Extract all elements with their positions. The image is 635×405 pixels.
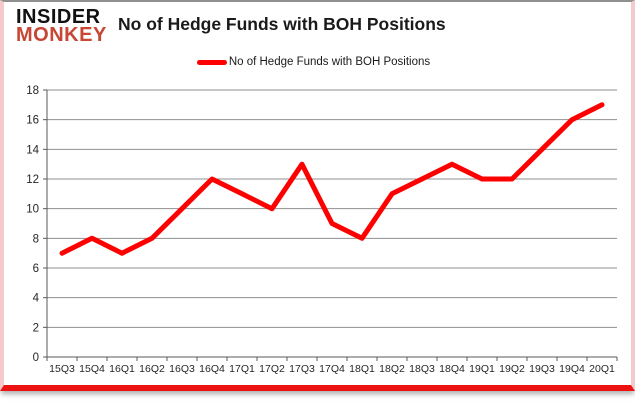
x-tick-label: 16Q2 — [139, 363, 165, 375]
legend-line-swatch — [196, 59, 227, 65]
y-tick-label: 12 — [26, 174, 39, 186]
y-tick-label: 18 — [26, 85, 39, 97]
chart-legend: No of Hedge Funds with BOH Positions — [0, 56, 627, 68]
logo-text-monkey: MONKEY — [16, 24, 107, 47]
chart-title: No of Hedge Funds with BOH Positions — [118, 14, 446, 34]
logo-text-insider: INSIDER — [16, 6, 101, 28]
x-tick-label: 17Q2 — [259, 363, 285, 375]
x-tick-label: 19Q4 — [559, 363, 585, 375]
x-tick-label: 17Q1 — [229, 363, 255, 375]
y-tick-label: 10 — [26, 204, 39, 216]
x-tick-label: 20Q1 — [589, 363, 615, 375]
x-tick-label: 15Q3 — [49, 363, 75, 375]
y-tick-label: 4 — [33, 293, 40, 305]
x-tick-label: 19Q2 — [499, 363, 525, 375]
y-tick-label: 6 — [33, 263, 39, 275]
x-tick-label: 18Q3 — [409, 363, 435, 375]
y-tick-label: 16 — [26, 115, 39, 127]
legend-label: No of Hedge Funds with BOH Positions — [228, 56, 431, 68]
x-tick-label: 18Q1 — [349, 363, 375, 375]
x-tick-label: 18Q2 — [379, 363, 405, 375]
y-tick-label: 8 — [33, 233, 39, 245]
series-line — [59, 102, 605, 256]
y-tick-label: 0 — [33, 352, 39, 364]
x-tick-label: 16Q3 — [169, 363, 195, 375]
insider-monkey-logo: INSIDER MONKEY — [16, 6, 107, 47]
y-tick-label: 14 — [26, 144, 39, 156]
x-tick-label: 15Q4 — [79, 363, 105, 375]
x-tick-label: 16Q1 — [109, 363, 135, 375]
x-tick-label: 19Q1 — [469, 363, 495, 375]
x-tick-label: 16Q4 — [199, 363, 225, 375]
x-tick-label: 17Q4 — [319, 363, 345, 375]
x-tick-label: 18Q4 — [439, 363, 465, 375]
y-tick-label: 2 — [33, 322, 39, 334]
x-tick-label: 19Q3 — [529, 363, 555, 375]
x-tick-label: 17Q3 — [289, 363, 315, 375]
